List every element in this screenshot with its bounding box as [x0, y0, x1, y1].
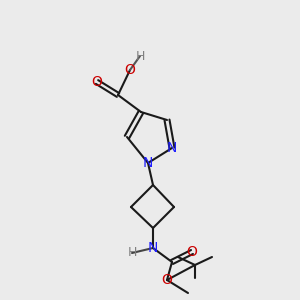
Text: O: O	[187, 245, 197, 259]
Text: H: H	[135, 50, 145, 62]
Text: H: H	[127, 247, 137, 260]
Text: O: O	[92, 75, 102, 89]
Text: N: N	[167, 141, 177, 155]
Text: N: N	[148, 241, 158, 255]
Text: N: N	[143, 156, 153, 170]
Text: O: O	[124, 63, 135, 77]
Text: O: O	[162, 273, 172, 287]
